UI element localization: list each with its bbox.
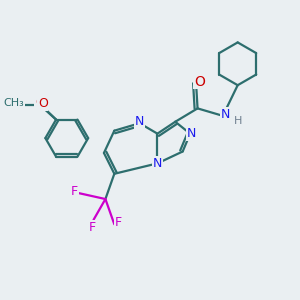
Text: O: O [35,96,45,109]
Text: F: F [70,185,78,198]
Text: CH₃: CH₃ [4,98,24,108]
Text: N: N [220,108,230,121]
Text: O: O [38,97,48,110]
Text: N: N [135,115,144,128]
Text: H: H [234,116,242,126]
Text: O: O [194,75,205,88]
Text: F: F [115,216,122,229]
Text: N: N [187,127,196,140]
Text: N: N [153,157,162,170]
Text: F: F [88,221,96,234]
